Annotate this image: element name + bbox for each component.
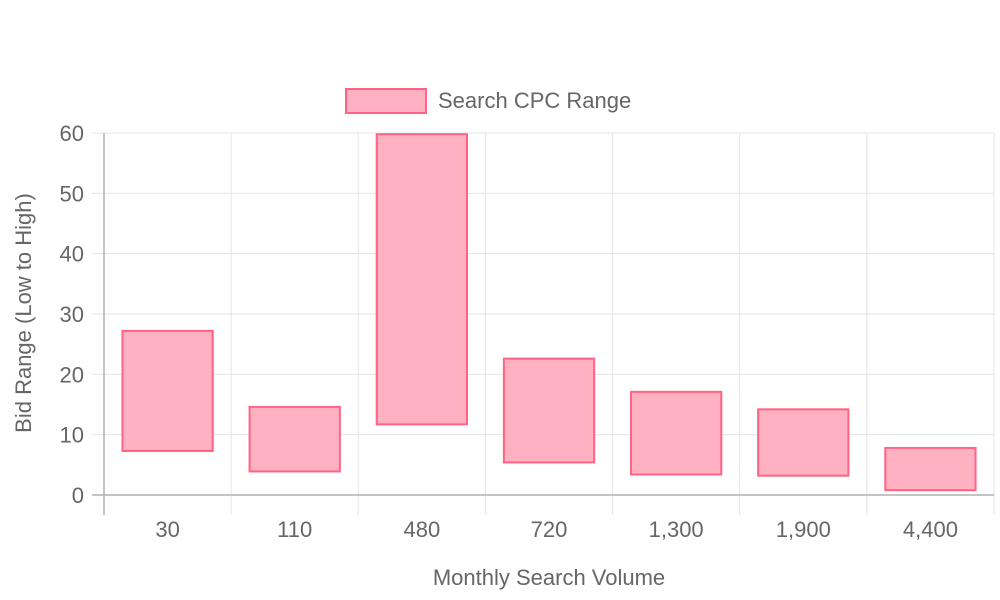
x-tick-label: 30 [155,517,179,542]
y-tick-label: 20 [60,362,84,387]
bar-30[interactable] [121,329,214,452]
bar-4400[interactable] [884,446,977,492]
axes [92,133,994,515]
legend-swatch[interactable] [345,88,427,114]
y-tick-label: 0 [72,483,84,508]
x-tick-label: 1,300 [649,517,704,542]
y-tick-labels: 0 10 20 30 40 50 60 [60,121,84,508]
grid [92,132,995,515]
x-axis-title: Monthly Search Volume [433,565,665,590]
y-tick-label: 50 [60,181,84,206]
legend[interactable]: Search CPC Range [345,88,631,114]
x-tick-label: 110 [277,517,312,542]
bar-720[interactable] [502,357,596,464]
y-axis-title: Bid Range (Low to High) [11,193,36,433]
x-tick-label: 720 [531,517,568,542]
bars [121,133,977,492]
legend-label[interactable]: Search CPC Range [438,88,631,113]
bar-1300[interactable] [630,390,723,476]
y-tick-label: 30 [60,302,84,327]
x-tick-label: 1,900 [776,517,831,542]
bar-480[interactable] [375,133,468,426]
bar-1900[interactable] [757,408,850,477]
y-tick-label: 60 [60,121,84,146]
x-tick-label: 480 [403,517,440,542]
x-tick-label: 4,400 [903,517,958,542]
x-tick-labels: 30 110 480 720 1,300 1,900 4,400 [155,517,958,542]
bar-110[interactable] [248,405,341,473]
y-tick-label: 40 [60,242,84,267]
y-tick-label: 10 [60,423,84,448]
